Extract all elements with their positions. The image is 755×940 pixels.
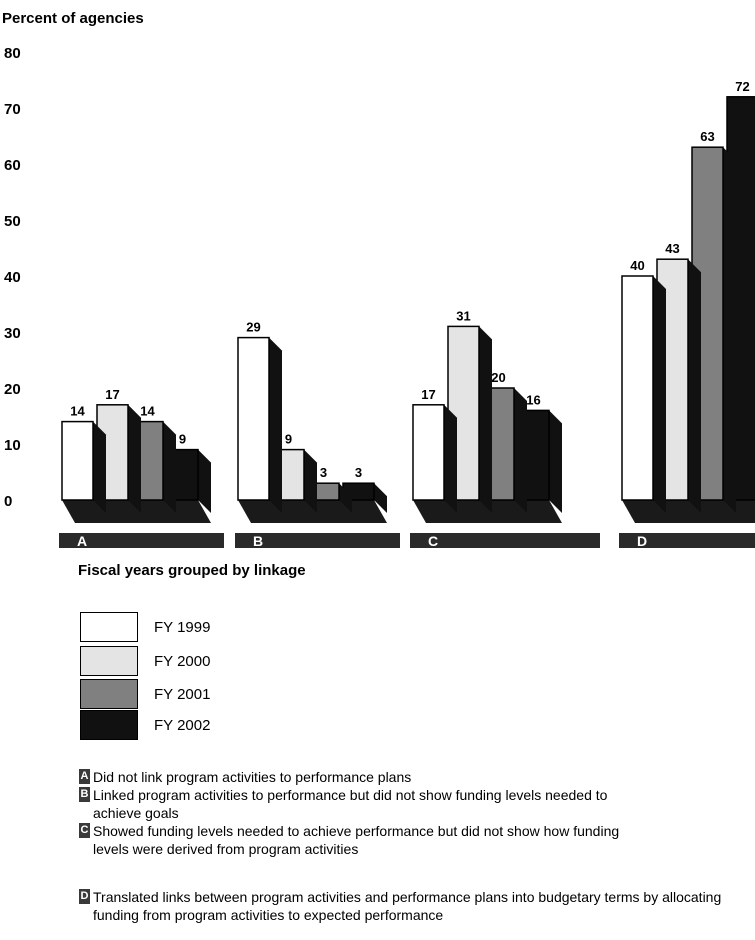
- legend-swatch-fy2002: [80, 710, 138, 740]
- data-label: 20: [491, 370, 505, 385]
- y-tick-label: 50: [4, 213, 21, 230]
- note-a-text: Did not link program activities to perfo…: [93, 769, 412, 785]
- category-band: [410, 533, 600, 548]
- bar-side: [198, 449, 211, 513]
- data-label: 31: [456, 308, 470, 323]
- bar: [621, 275, 654, 501]
- note-b-key: B: [79, 787, 90, 802]
- bar-side: [549, 410, 562, 513]
- legend-label-fy2001: FY 2001: [154, 685, 211, 703]
- legend-item-fy2000: FY 2000: [80, 644, 210, 678]
- data-label: 72: [735, 79, 749, 94]
- y-tick-label: 10: [4, 437, 21, 454]
- note-a-key: A: [79, 769, 90, 784]
- category-label: D: [637, 533, 647, 549]
- note-c: C Showed funding levels needed to achiev…: [79, 822, 650, 858]
- note-b-text: Linked program activities to performance…: [93, 787, 608, 821]
- category-label: B: [253, 533, 263, 549]
- y-axis-title: Percent of agencies: [2, 10, 144, 27]
- legend-label-fy2002: FY 2002: [154, 716, 211, 734]
- data-label: 43: [665, 241, 679, 256]
- category-label: C: [428, 533, 438, 549]
- category-band: [619, 533, 755, 548]
- bar-side: [163, 421, 176, 513]
- bar-side: [374, 483, 387, 513]
- note-c-key: C: [79, 823, 90, 838]
- bar-side: [339, 483, 352, 513]
- legend-swatch-fy2001: [80, 679, 138, 709]
- x-axis-title: Fiscal years grouped by linkage: [78, 562, 306, 579]
- y-tick-label: 70: [4, 101, 21, 118]
- data-label: 9: [285, 432, 292, 447]
- bar-chart: 0 10 20 30 40 50 60 70 80 A 9 14 17 14 B 3 3 9 29 C 16 20 31 17…: [4, 45, 755, 549]
- y-tick-label: 30: [4, 325, 21, 342]
- data-label: 3: [320, 465, 327, 480]
- bar-side: [723, 147, 736, 513]
- legend-label-fy1999: FY 1999: [154, 618, 211, 636]
- bar-side: [688, 259, 701, 513]
- bar: [237, 336, 270, 501]
- note-c-text: Showed funding levels needed to achieve …: [93, 823, 620, 857]
- legend-label-fy2000: FY 2000: [154, 652, 211, 670]
- note-a: A Did not link program activities to per…: [79, 768, 650, 786]
- note-d: D Translated links between program activ…: [79, 888, 730, 924]
- bar-side: [479, 326, 492, 513]
- y-tick-label: 60: [4, 157, 21, 174]
- category-label: A: [77, 533, 87, 549]
- data-label: 17: [105, 387, 119, 402]
- legend-swatch-fy2000: [80, 646, 138, 676]
- category-band: [235, 533, 400, 548]
- bar-side: [653, 276, 666, 513]
- bar-side: [444, 404, 457, 513]
- note-d-key: D: [79, 889, 90, 904]
- data-label: 3: [355, 465, 362, 480]
- bar-side: [514, 388, 527, 513]
- data-label: 29: [246, 320, 260, 335]
- bar-side: [93, 421, 106, 513]
- legend-item-fy2001: FY 2001: [80, 677, 210, 711]
- data-label: 17: [421, 387, 435, 402]
- legend-item-fy2002: FY 2002: [80, 708, 210, 742]
- y-tick-label: 40: [4, 269, 21, 286]
- legend-item-fy1999: FY 1999: [80, 610, 210, 644]
- y-tick-label: 20: [4, 381, 21, 398]
- y-tick-label: 0: [4, 493, 12, 510]
- category-band: [59, 533, 224, 548]
- legend-swatch-fy1999: [80, 612, 138, 642]
- bar: [412, 404, 445, 501]
- data-label: 14: [70, 404, 85, 419]
- note-b: B Linked program activities to performan…: [79, 786, 650, 822]
- data-label: 63: [700, 129, 714, 144]
- bar-side: [128, 404, 141, 513]
- bar-side: [269, 337, 282, 513]
- y-tick-label: 80: [4, 45, 21, 62]
- bar: [61, 420, 94, 501]
- group-base: [622, 500, 755, 523]
- note-d-text: Translated links between program activit…: [93, 889, 722, 923]
- data-label: 40: [630, 258, 644, 273]
- data-label: 9: [179, 432, 186, 447]
- bar-side: [304, 449, 317, 513]
- data-label: 16: [526, 392, 540, 407]
- data-label: 14: [140, 404, 155, 419]
